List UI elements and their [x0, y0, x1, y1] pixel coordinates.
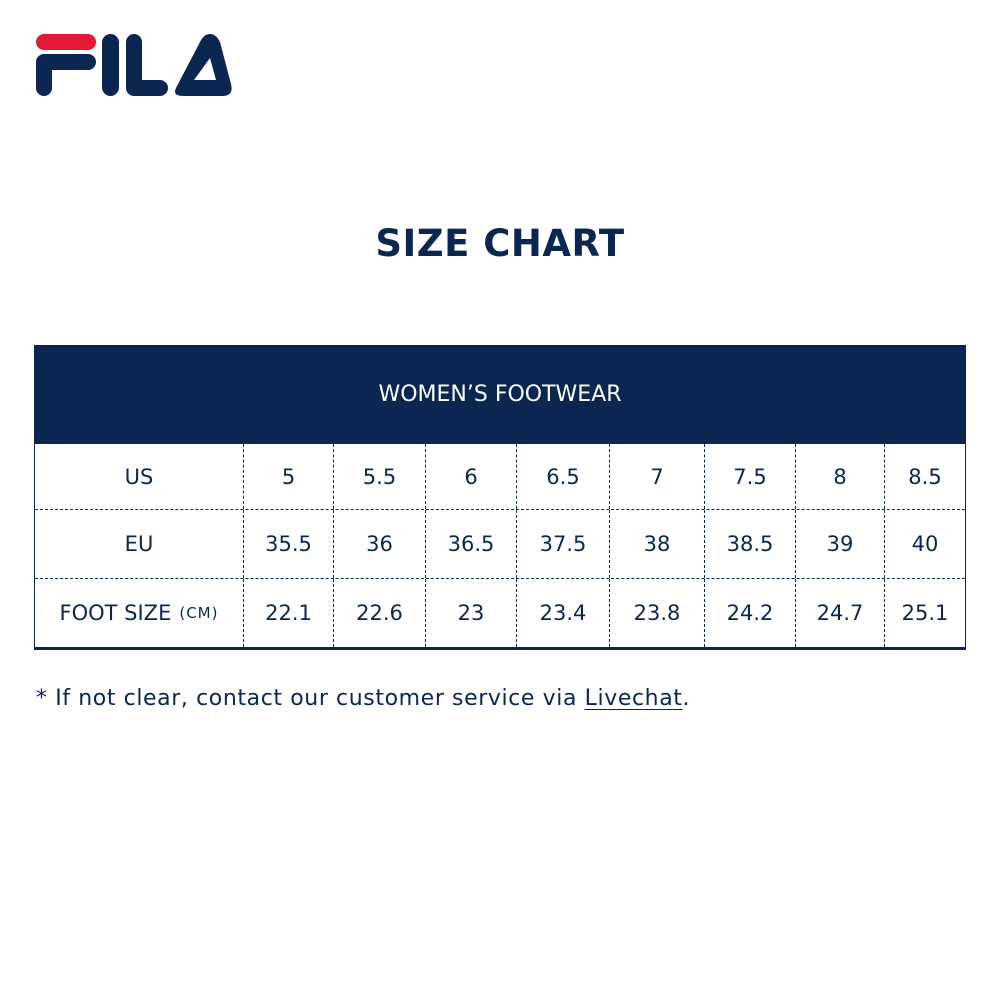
livechat-link[interactable]: Livechat: [584, 686, 683, 711]
table-cell: 23.8: [609, 579, 704, 647]
table-cell: 7.5: [704, 444, 795, 509]
row-label: EU: [35, 510, 243, 578]
table-row: US 5 5.5 6 6.5 7 7.5 8 8.5: [35, 444, 965, 509]
table-cell: 39: [795, 510, 884, 578]
page-title: SIZE CHART: [375, 222, 625, 265]
row-label-unit: (CM): [179, 604, 219, 622]
row-label-text: FOOT SIZE: [59, 601, 172, 625]
table-cell: 37.5: [516, 510, 609, 578]
table-row: FOOT SIZE (CM) 22.1 22.6 23 23.4 23.8 24.2 24.7 2…: [35, 578, 965, 647]
row-label-text: EU: [124, 532, 154, 556]
table-cell: 38.5: [704, 510, 795, 578]
table-cell: 6.5: [516, 444, 609, 509]
footnote: * If not clear, contact our customer ser…: [36, 686, 690, 711]
table-cell: 6: [425, 444, 516, 509]
size-chart-table: WOMEN’S FOOTWEAR US 5 5.5 6 6.5 7 7.5 8 8.5 EU 35.…: [34, 345, 966, 650]
table-cell: 38: [609, 510, 704, 578]
table-cell: 36.5: [425, 510, 516, 578]
footnote-text: * If not clear, contact our customer ser…: [36, 686, 585, 711]
fila-logo: [36, 34, 232, 96]
table-header: WOMEN’S FOOTWEAR: [35, 345, 965, 444]
table-cell: 35.5: [243, 510, 333, 578]
table-cell: 5: [243, 444, 333, 509]
table-cell: 8: [795, 444, 884, 509]
table-row: EU 35.5 36 36.5 37.5 38 38.5 39 40: [35, 509, 965, 578]
table-cell: 25.1: [884, 579, 965, 647]
table-cell: 24.2: [704, 579, 795, 647]
row-label: US: [35, 444, 243, 509]
table-cell: 23.4: [516, 579, 609, 647]
table-cell: 23: [425, 579, 516, 647]
table-cell: 22.6: [333, 579, 425, 647]
table-cell: 22.1: [243, 579, 333, 647]
table-cell: 5.5: [333, 444, 425, 509]
table-cell: 24.7: [795, 579, 884, 647]
table-cell: 8.5: [884, 444, 965, 509]
row-label: FOOT SIZE (CM): [35, 579, 243, 647]
footnote-end: .: [682, 686, 691, 711]
table-cell: 40: [884, 510, 965, 578]
table-cell: 7: [609, 444, 704, 509]
table-cell: 36: [333, 510, 425, 578]
row-label-text: US: [124, 464, 154, 489]
